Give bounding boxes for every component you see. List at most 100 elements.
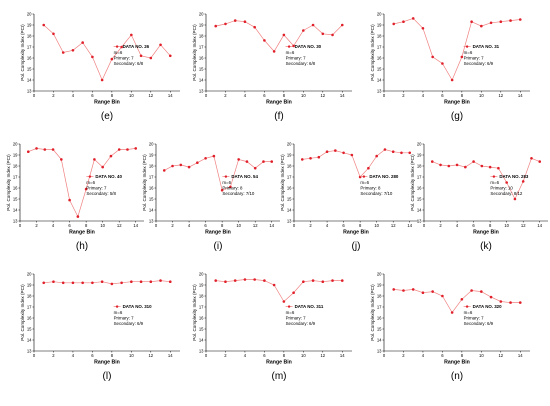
data-point	[60, 158, 63, 161]
x-tick-label: 0	[423, 223, 426, 228]
y-tick-label: 19	[377, 22, 382, 27]
data-point	[431, 55, 434, 59]
data-point	[52, 32, 55, 36]
data-point	[43, 148, 47, 151]
data-point	[120, 45, 123, 49]
data-point	[292, 44, 295, 48]
legend-primary: Primary: 8	[360, 185, 381, 190]
y-tick-label: 13	[199, 88, 204, 93]
legend-m: m=6	[360, 180, 369, 185]
x-tick-label: 10	[479, 353, 484, 358]
data-point	[179, 163, 183, 167]
data-point	[321, 280, 325, 284]
y-tick-label: 14	[13, 207, 18, 212]
x-tick-label: 12	[253, 223, 258, 228]
data-point	[42, 281, 46, 285]
legend-secondary: Secondary: 6/9	[464, 61, 494, 66]
x-tick-label: 8	[461, 93, 464, 98]
data-point	[391, 150, 395, 153]
x-tick-label: 8	[283, 353, 286, 358]
y-tick-label: 14	[377, 77, 382, 82]
panel-label: (h)	[76, 241, 88, 252]
data-point	[400, 151, 403, 155]
data-point	[253, 25, 256, 29]
x-tick-label: 10	[374, 223, 379, 228]
data-point	[402, 289, 405, 292]
legend-label: DATA NO. 280	[369, 174, 399, 179]
y-tick-label: 17	[13, 174, 18, 179]
data-point	[421, 27, 425, 30]
data-point	[340, 279, 344, 282]
panel-label: (n)	[451, 371, 463, 382]
y-tick-label: 13	[13, 218, 18, 223]
y-tick-label: 15	[287, 196, 292, 201]
data-point	[84, 187, 88, 191]
data-point	[101, 165, 104, 169]
y-tick-label: 15	[149, 196, 154, 201]
legend-m: m=6	[114, 310, 123, 315]
x-tick-label: 2	[402, 353, 405, 358]
data-point	[441, 294, 444, 298]
data-point	[214, 24, 218, 28]
y-axis-label: Pol. Complexity Index (PCI)	[192, 284, 197, 341]
y-tick-label: 19	[27, 282, 32, 287]
x-tick-label: 14	[518, 353, 523, 358]
legend-label: DATA NO. 30	[295, 44, 322, 49]
legend-marker	[287, 305, 291, 308]
data-point	[51, 148, 55, 151]
y-tick-label: 14	[27, 337, 32, 342]
legend-secondary: Secondary: 8/12	[490, 191, 523, 196]
data-point	[331, 33, 334, 37]
legend-m: m=6	[114, 50, 123, 55]
data-point	[81, 281, 84, 285]
x-tick-label: 12	[391, 223, 396, 228]
x-tick-label: 6	[472, 223, 475, 228]
data-point	[538, 160, 542, 163]
y-tick-label: 14	[199, 337, 204, 342]
panel-label: (k)	[480, 241, 492, 252]
series-line	[28, 148, 136, 218]
data-point	[272, 283, 276, 287]
data-point	[229, 185, 232, 189]
data-point	[292, 291, 295, 295]
x-tick-label: 2	[224, 353, 227, 358]
y-axis-label: Pol. Complexity Index (PCI)	[370, 24, 375, 81]
y-tick-label: 16	[417, 185, 422, 190]
legend-label: DATA NO. 310	[123, 304, 153, 309]
x-axis-label: Range Bin	[94, 100, 120, 106]
y-tick-label: 15	[377, 326, 382, 331]
data-point	[408, 151, 412, 155]
data-point	[342, 151, 345, 155]
y-tick-label: 17	[417, 174, 422, 179]
data-point	[472, 160, 475, 163]
x-tick-label: 12	[521, 223, 526, 228]
data-point	[464, 165, 467, 169]
x-tick-label: 2	[52, 353, 55, 358]
data-point	[159, 43, 162, 47]
data-point	[263, 279, 266, 282]
x-tick-label: 10	[479, 93, 484, 98]
y-tick-label: 19	[149, 152, 154, 157]
x-tick-label: 4	[244, 353, 247, 358]
x-tick-label: 12	[320, 353, 325, 358]
data-point	[489, 295, 493, 299]
y-tick-label: 13	[377, 88, 382, 93]
data-point	[340, 23, 344, 27]
data-point	[159, 279, 162, 282]
data-point	[91, 281, 94, 285]
data-point	[233, 279, 237, 282]
x-tick-label: 4	[422, 353, 425, 358]
x-axis-label: Range Bin	[343, 230, 369, 236]
x-axis-label: Range Bin	[205, 230, 231, 236]
x-tick-label: 8	[85, 223, 88, 228]
data-point	[93, 158, 96, 161]
x-tick-label: 4	[422, 93, 425, 98]
y-tick-label: 16	[377, 315, 382, 320]
y-tick-label: 19	[377, 282, 382, 287]
data-point	[26, 150, 30, 153]
